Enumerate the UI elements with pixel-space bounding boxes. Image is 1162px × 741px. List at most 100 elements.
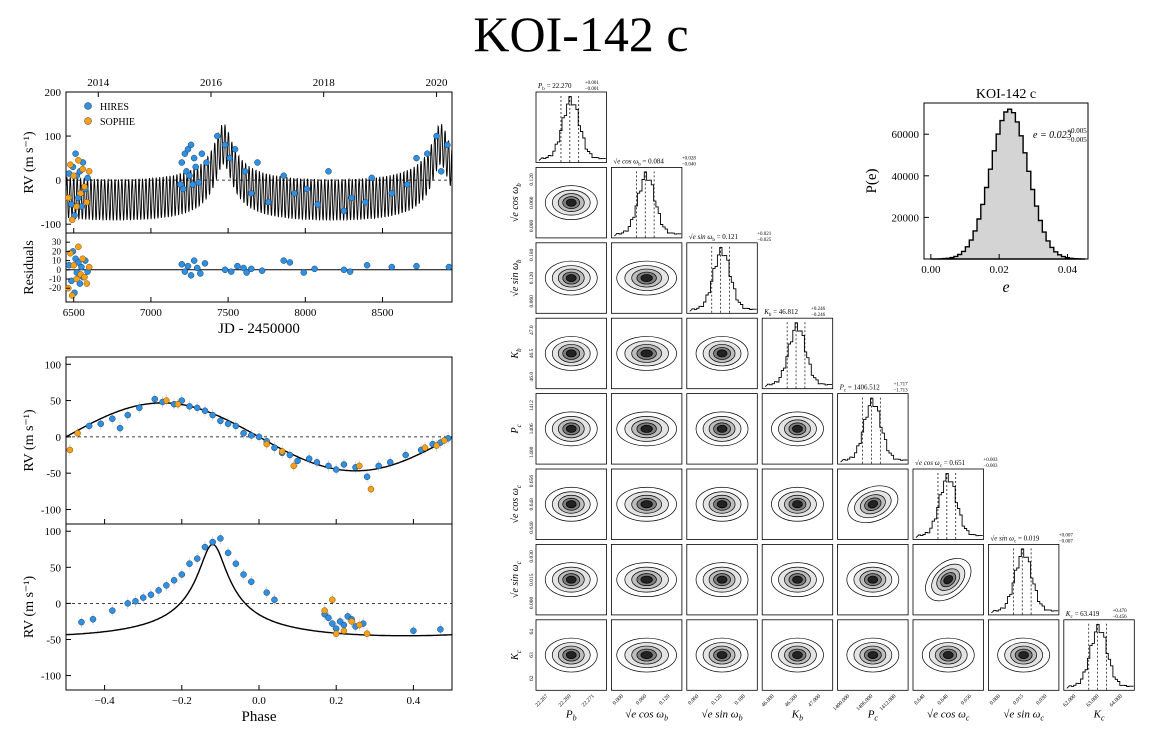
sophie-point (356, 462, 363, 470)
hires-point (116, 424, 124, 432)
y-tick-label: 40000 (892, 171, 920, 183)
hires-residual (221, 266, 229, 274)
hires-residual (178, 261, 186, 268)
eccentricity-annotation: e = 0.023 (1033, 130, 1072, 141)
hires-point (177, 181, 184, 188)
hires-point (413, 154, 420, 162)
hires-point (132, 597, 139, 605)
hires-point (325, 462, 332, 470)
sophie-point (329, 596, 336, 604)
hires-residual (311, 265, 318, 273)
hires-residual (340, 266, 348, 274)
hires-residual (234, 262, 241, 270)
bottom-tick-label: 0.180 (734, 693, 747, 706)
hires-point (231, 146, 239, 153)
bottom-axis-label-7: Kc (1093, 708, 1105, 722)
sophie-point (66, 446, 74, 454)
left-axis-label-1: √e cos ωb (510, 183, 523, 222)
contour-level (565, 500, 577, 509)
contour-level (1018, 651, 1030, 660)
left-axis-label-4: Pc (510, 423, 523, 434)
sophie-residual (83, 280, 91, 287)
hires-point (124, 411, 132, 419)
sophie-point (74, 429, 81, 437)
bottom-tick-label: 46.000 (761, 693, 776, 708)
sophie-point (73, 203, 80, 210)
hires-residual (413, 262, 420, 270)
bottom-axis-label-1: √e cos ωb (625, 708, 668, 722)
param-title-lo: −1.713 (894, 389, 909, 394)
axis-label-sub: b (799, 713, 803, 722)
hires-point (375, 462, 382, 470)
y-tick-label: 100 (45, 131, 62, 143)
param-title-symbol: P (839, 384, 845, 392)
marginal-histogram (538, 96, 606, 161)
hires-point (240, 429, 247, 437)
param-title-value: = 0.019 (1016, 534, 1040, 542)
param-title-sub: c (940, 464, 943, 469)
hires-point (403, 181, 411, 188)
hires-point (271, 444, 278, 452)
axis-label-symbol: K (791, 708, 800, 720)
left-tick-label: 1400 (529, 446, 535, 457)
param-title-lo: −0.246 (811, 313, 826, 318)
x-tick-label: −0.4 (95, 695, 115, 707)
contour-level (640, 575, 653, 584)
y-tick-label: 20000 (892, 212, 920, 224)
phase-outer-frame (65, 523, 453, 691)
hires-residual (363, 261, 371, 269)
hires-point (248, 578, 255, 585)
sophie-point (321, 607, 328, 614)
sophie-point (163, 397, 170, 404)
bottom-tick-label: 47.000 (807, 693, 822, 708)
contour-level (716, 349, 728, 358)
hires-point (265, 198, 272, 206)
axis-label-sub: b (573, 713, 577, 722)
sophie-point (367, 485, 375, 493)
param-title-value: = 0.651 (942, 459, 966, 467)
y-tick-label: 50 (50, 396, 62, 408)
sophie-residual (75, 243, 82, 251)
hires-point (186, 172, 193, 179)
left-tick-label: 0.015 (529, 573, 535, 586)
hires-point (291, 190, 298, 197)
marginal-histogram (614, 171, 682, 237)
sophie-point (278, 448, 286, 455)
hires-point (192, 163, 199, 171)
contour-level (792, 651, 803, 660)
y-tick-label: 10 (52, 256, 62, 266)
param-title-value: = 0.121 (715, 233, 739, 241)
phase-inner-ylabel: RV (m s⁻¹) (22, 409, 37, 472)
hires-point (232, 560, 240, 567)
param-title-value: = 63.419 (1073, 610, 1100, 618)
left-axis-label-6: √e sin ωc (510, 560, 523, 598)
bottom-tick-label: 22.269 (558, 693, 573, 708)
y-tick-label: -50 (46, 634, 61, 646)
hires-point (209, 411, 216, 419)
hires-point (186, 403, 193, 410)
hires-point (124, 600, 132, 607)
axis-label-symbol: √e sin ω (702, 708, 739, 720)
param-title-lo: −0.025 (757, 238, 772, 243)
top-year-label: 2016 (200, 77, 223, 89)
sophie-point (348, 618, 355, 625)
contour-level (640, 651, 653, 660)
sophie-point (340, 627, 348, 635)
hires-residual (201, 260, 209, 267)
figure-title: KOI-142 c (473, 6, 689, 62)
param-title-symbol: √e sin ω (990, 534, 1014, 542)
y-tick-label: -100 (41, 671, 62, 683)
eccentricity-annotation-up: +0.005 (1067, 127, 1087, 135)
hires-residual (187, 272, 195, 279)
hires-point (437, 168, 445, 175)
hires-point (201, 407, 209, 414)
left-tick-label: 0.120 (529, 173, 535, 186)
param-title-lo: −0.001 (585, 87, 600, 92)
bottom-axis-label-3: Kb (791, 708, 803, 722)
hires-point (186, 560, 193, 567)
axis-label-symbol: K (1093, 708, 1102, 720)
x-tick-label: 0.02 (990, 264, 1009, 276)
contour-level (867, 575, 879, 584)
y-tick-label: 0 (56, 432, 62, 444)
jd-xlabel: JD - 2450000 (218, 321, 300, 337)
